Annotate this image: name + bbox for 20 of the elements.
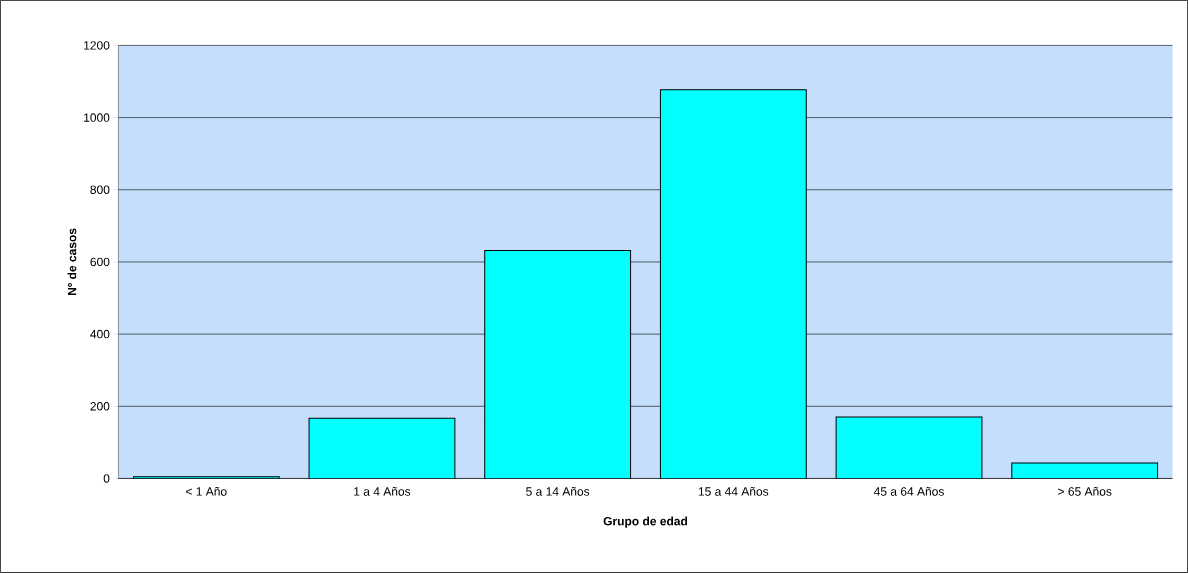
x-tick-label: 1 a 4 Años	[354, 487, 411, 496]
y-tick-label: 1200	[84, 41, 110, 50]
x-tick-label: 45 a 64 Años	[873, 487, 944, 496]
x-tick-label: 15 a 44 Años	[698, 487, 769, 496]
x-tick-label: 5 a 14 Años	[526, 487, 590, 496]
y-tick-label: 800	[90, 185, 110, 195]
bar	[309, 418, 455, 479]
bar	[484, 250, 631, 479]
bar	[660, 89, 807, 479]
x-tick-label: > 65 Años	[1058, 487, 1112, 496]
bar	[1011, 462, 1159, 479]
x-axis-title: Grupo de edad	[603, 516, 688, 528]
bar	[836, 417, 982, 479]
y-tick-label: 0	[103, 474, 110, 483]
x-tick-label: < 1 Año	[186, 487, 227, 496]
y-tick-label: 1000	[84, 113, 110, 122]
y-tick-label: 200	[90, 402, 110, 411]
y-tick-label: 600	[90, 257, 110, 267]
y-axis-title: Nº de casos	[67, 228, 77, 296]
y-tick-label: 400	[90, 329, 110, 339]
